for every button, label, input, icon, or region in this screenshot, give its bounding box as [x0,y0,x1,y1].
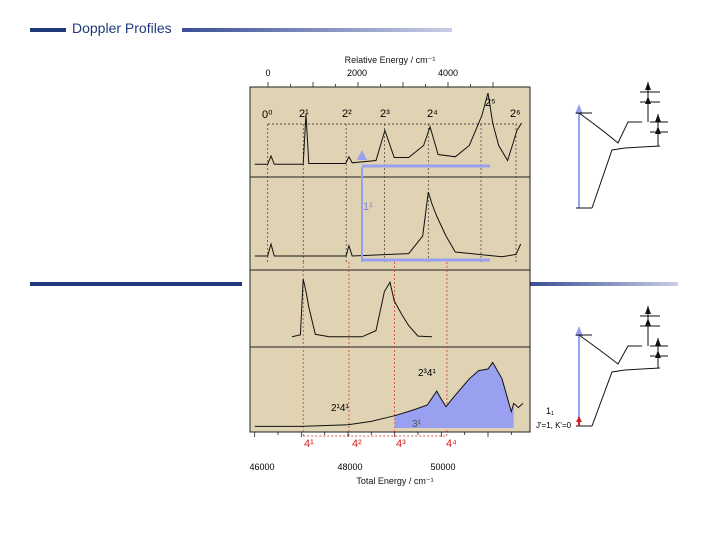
label-2-5: 2⁵ [485,97,496,109]
energy-diagram-bottom [575,306,668,427]
page-title: Doppler Profiles [72,20,172,36]
top-tick-label: 2000 [347,68,367,78]
bottom-axis-label: Total Energy / cm⁻¹ [356,476,433,486]
fills [394,362,514,428]
spectrum-trace [254,361,524,427]
top-axis-label: Relative Energy / cm⁻¹ [345,55,436,65]
label-0-0: 0⁰ [262,109,273,121]
header-bar-right [182,28,452,32]
label-2-2: 2² [342,108,352,120]
red-label-4-3: 4³ [396,438,406,450]
label-1-1: 1¹ [363,201,373,213]
top-tick-label: 4000 [438,68,458,78]
energy-diagram-top [575,82,668,209]
spectrum-trace [291,278,433,338]
label-2-4: 2⁴ [427,108,438,120]
label-3-1: 3¹ [412,419,422,430]
spectrum-trace [254,191,522,258]
red-label-4-4: 4⁴ [446,438,457,450]
red-label-4-1: 4¹ [304,438,314,450]
diagram-label-1-1: 1₁ [546,406,554,416]
divider-bar-left [30,282,242,286]
label-2-3-4-1: 2³4¹ [418,368,436,379]
spectrum-traces [254,92,524,427]
label-2-6: 2⁶ [510,108,521,120]
label-2-3: 2³ [380,108,390,120]
diagram-label-j: J'=1, K'=0 [536,421,572,430]
bottom-tick-label: 46000 [249,462,274,472]
header-bar-left [30,28,66,32]
red-label-4-2: 4² [352,438,362,450]
top-tick-label: 0 [265,68,270,78]
bracket-arrowhead-up [357,150,367,160]
label-2-1-4-1: 2¹4¹ [331,403,349,414]
divider-bar-right [530,282,678,286]
spectrum-trace [254,92,523,165]
filled-region [394,362,514,428]
bottom-tick-label: 50000 [430,462,455,472]
bottom-tick-label: 48000 [337,462,362,472]
label-2-1: 2¹ [299,108,309,120]
